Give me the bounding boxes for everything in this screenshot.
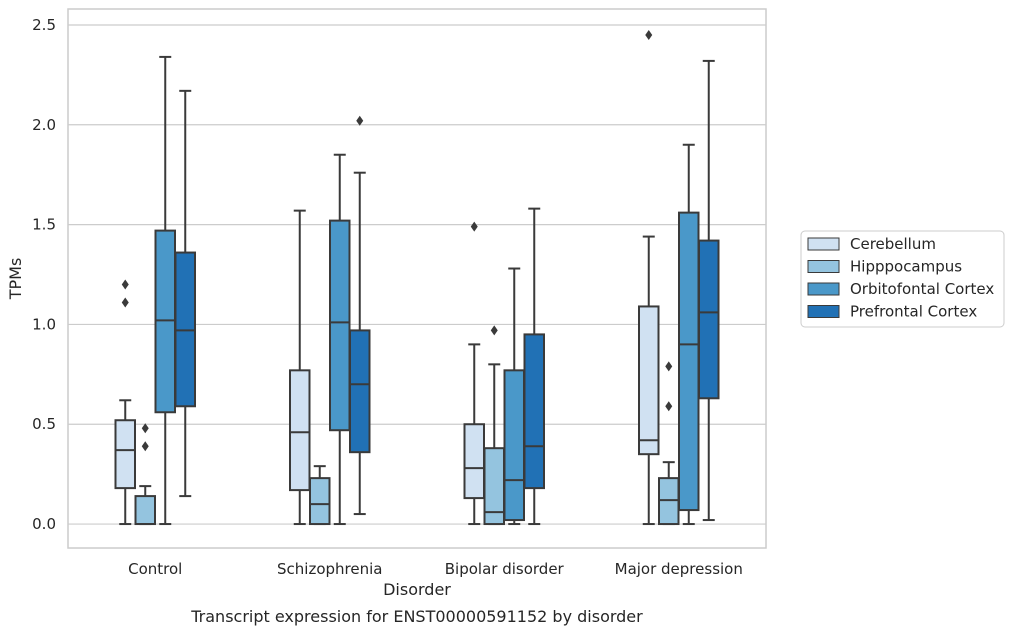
outlier-point bbox=[665, 401, 673, 412]
legend-label: Prefrontal Cortex bbox=[850, 303, 977, 321]
y-tick-labels: 0.0 0.5 1.0 1.5 2.0 2.5 bbox=[32, 16, 56, 533]
y-tick-label: 2.5 bbox=[32, 16, 56, 34]
box bbox=[698, 59, 720, 522]
box-body bbox=[289, 369, 311, 492]
box-body bbox=[523, 333, 545, 490]
box bbox=[114, 279, 136, 526]
legend-frame bbox=[800, 230, 1005, 328]
legend-item: Orbitofontal Cortex bbox=[807, 280, 994, 298]
box-body bbox=[463, 423, 485, 500]
y-tick-label: 2.0 bbox=[32, 116, 56, 134]
plot-area-frame bbox=[67, 8, 767, 549]
box bbox=[638, 29, 660, 526]
legend-swatch bbox=[807, 237, 840, 251]
box-body bbox=[114, 419, 136, 490]
legend-swatch bbox=[807, 305, 840, 318]
series-hipppocampus bbox=[134, 325, 680, 526]
x-axis-label: Disorder bbox=[383, 580, 451, 599]
legend-item: Cerebellum bbox=[807, 235, 936, 253]
outlier-point bbox=[121, 297, 129, 308]
box-body bbox=[134, 495, 156, 526]
series-cerebellum bbox=[114, 29, 660, 526]
y-axis-label: TPMs bbox=[6, 258, 25, 301]
outlier-point bbox=[356, 115, 364, 126]
legend-swatch bbox=[807, 260, 840, 273]
box bbox=[134, 423, 156, 526]
legend-swatch bbox=[807, 282, 840, 296]
legend-item: Prefrontal Cortex bbox=[807, 303, 977, 321]
outlier-point bbox=[645, 29, 653, 40]
box bbox=[309, 465, 331, 526]
box bbox=[503, 267, 525, 526]
box bbox=[349, 115, 371, 516]
legend-item: Hipppocampus bbox=[807, 258, 962, 276]
box bbox=[329, 153, 351, 526]
y-tick-label: 0.0 bbox=[32, 515, 56, 533]
x-tick-labels: Control Schizophrenia Bipolar disorder Majo… bbox=[128, 560, 743, 578]
box-body bbox=[698, 239, 720, 400]
legend: Cerebellum Hipppocampus Orbitofontal Corte… bbox=[800, 230, 1005, 328]
box bbox=[678, 143, 700, 526]
outlier-point bbox=[121, 279, 129, 290]
series-prefrontal-cortex bbox=[174, 59, 720, 526]
box-body bbox=[678, 211, 700, 512]
x-tick-label: Schizophrenia bbox=[277, 560, 382, 578]
outlier-point bbox=[141, 441, 149, 452]
series-orbitofontal-cortex bbox=[154, 55, 700, 526]
box bbox=[154, 55, 176, 526]
box bbox=[523, 207, 545, 526]
x-tick-label: Bipolar disorder bbox=[445, 560, 565, 578]
outlier-point bbox=[470, 221, 478, 232]
chart-caption: Transcript expression for ENST0000059115… bbox=[190, 607, 643, 626]
box-series bbox=[114, 29, 720, 526]
box bbox=[658, 361, 680, 526]
legend-label: Orbitofontal Cortex bbox=[850, 280, 994, 298]
box-body bbox=[309, 477, 331, 526]
box-body bbox=[349, 329, 371, 454]
legend-label: Cerebellum bbox=[850, 235, 936, 253]
box bbox=[483, 325, 505, 526]
outlier-point bbox=[665, 361, 673, 372]
box bbox=[289, 209, 311, 526]
y-tick-label: 1.5 bbox=[32, 216, 56, 234]
outlier-point bbox=[141, 423, 149, 434]
box bbox=[174, 89, 196, 498]
legend-label: Hipppocampus bbox=[850, 258, 962, 276]
x-tick-label: Control bbox=[128, 560, 182, 578]
outlier-point bbox=[490, 325, 498, 336]
x-tick-label: Major depression bbox=[615, 560, 743, 578]
box-body bbox=[329, 219, 351, 432]
box-body bbox=[503, 369, 525, 522]
y-tick-label: 0.5 bbox=[32, 415, 56, 433]
box-body bbox=[638, 305, 660, 456]
y-tick-label: 1.0 bbox=[32, 315, 56, 333]
box bbox=[463, 221, 485, 526]
